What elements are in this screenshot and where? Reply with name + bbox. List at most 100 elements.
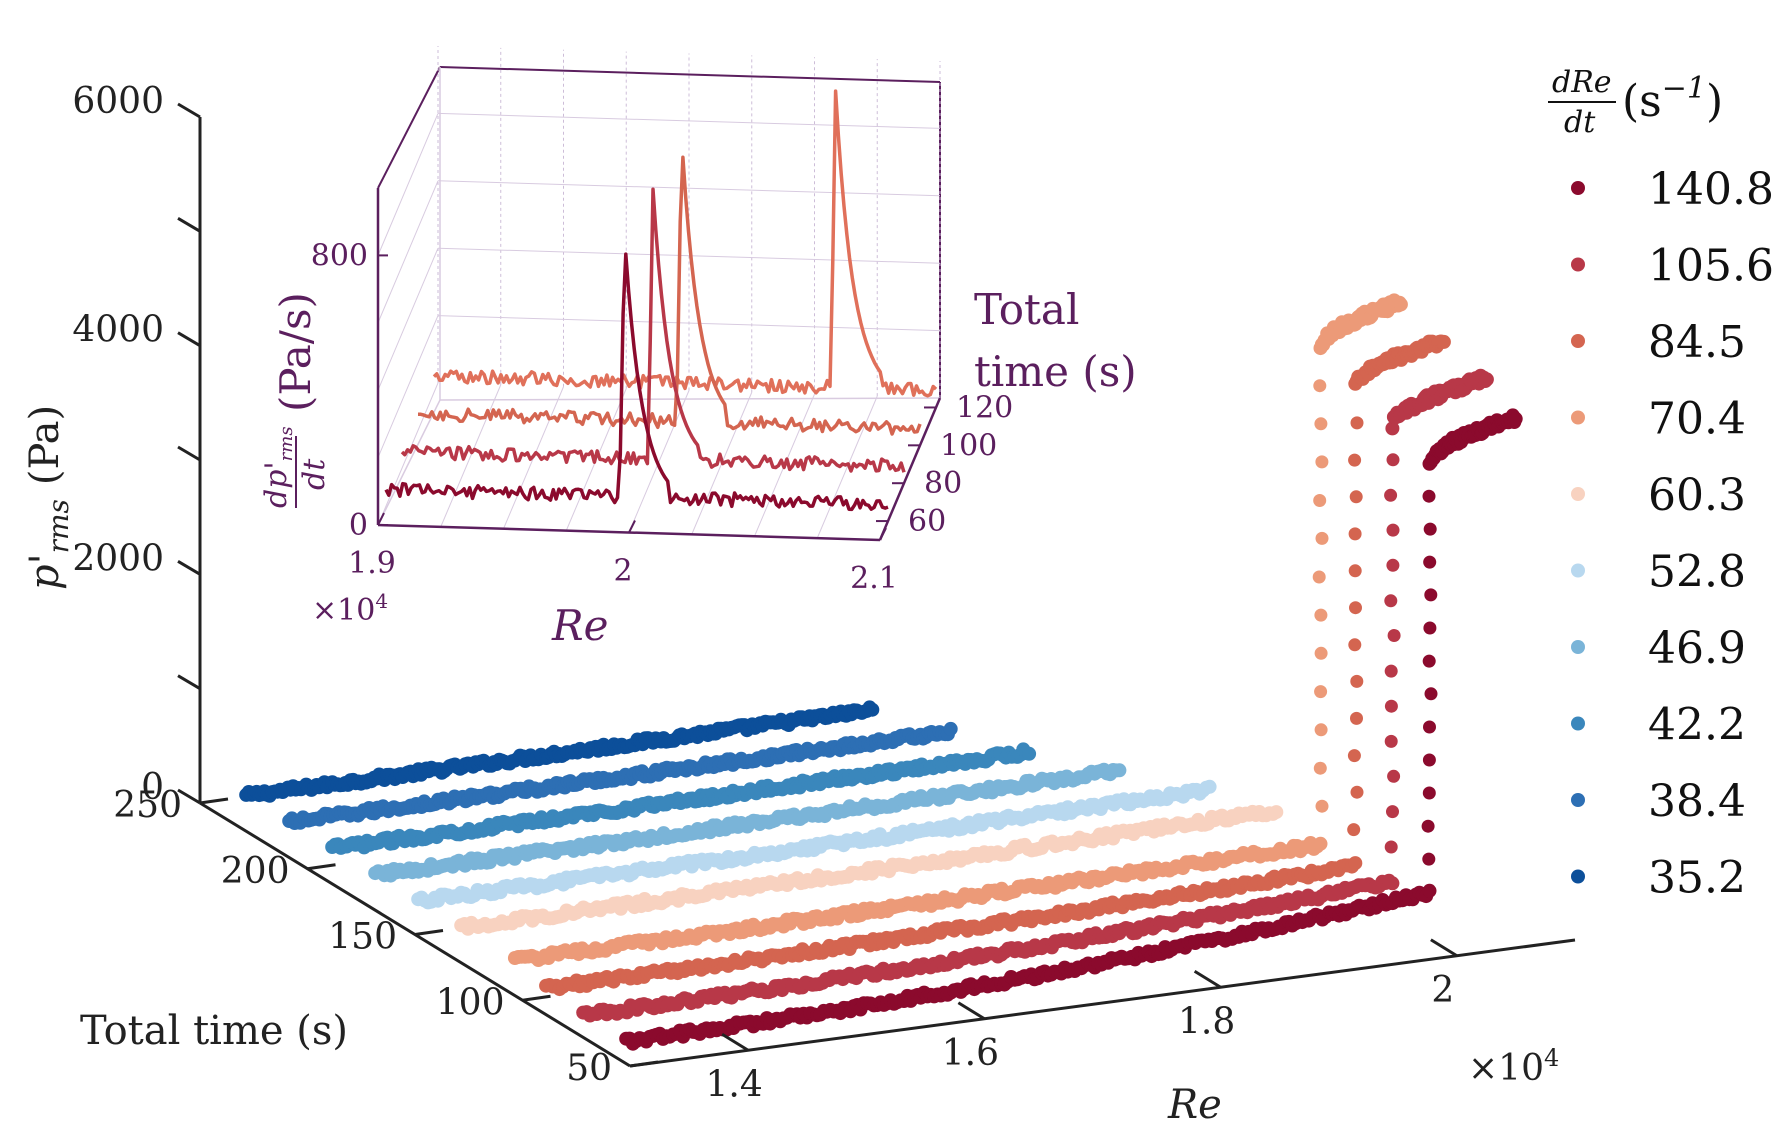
scatter-point [1314,417,1328,431]
scatter-point [1508,411,1523,426]
scatter-point [1315,455,1329,469]
inset-x-tick-label: 2 [613,554,632,589]
svg-text:dp'rms: dp'rms [259,426,297,508]
scatter-point [1423,621,1437,635]
z-tick-mark [177,560,201,576]
scatter-point [1423,555,1437,569]
inset-grid-line [816,395,878,539]
svg-text:p'rms(Pa): p'rms(Pa) [22,405,75,590]
z-tick-mark [177,674,201,690]
inset-z-ticks: 0 800 [311,238,388,543]
inset-grid-line [377,113,439,256]
scatter-point [1350,711,1363,725]
inset-grid-line [628,390,690,533]
scatter-point [1422,786,1436,800]
scatter-point [1436,334,1451,349]
z-tick-mark [177,788,201,805]
y-tick-mark [199,797,229,805]
series-60.3 [454,804,1284,936]
x-tick-label: 2 [1431,970,1454,1011]
scatter-point [1348,527,1362,541]
z-axis-label: p'rms(Pa) [22,405,75,590]
inset-grid-line [437,247,941,264]
legend-label: 140.8 [1648,164,1774,215]
inset-z-tick-label: 0 [349,508,368,543]
legend-marker-105.6 [1571,257,1585,272]
x-ticks: 1.4 1.6 1.8 2 [705,938,1458,1105]
legend-entries: 140.8 105.6 84.5 70.4 60.3 52.8 46.9 42.2 38.4 35… [1571,164,1774,904]
scatter-point [1423,720,1436,734]
legend-label: 70.4 [1648,394,1746,445]
scatter-point [1386,523,1400,537]
series-35.2 [239,700,880,803]
legend: dRe dt (s−1) 140.8 105.6 84.5 70.4 60.3 52.8 4… [1548,65,1774,904]
inset-z-tick-label: 800 [311,238,368,273]
series-46.9 [368,762,1127,883]
inset-x-axis-label: Re [551,601,608,650]
legend-label: 42.2 [1648,700,1746,751]
inset-y-axis-line [878,397,942,541]
scatter-point [1313,494,1327,507]
scatter-point [1387,769,1401,783]
z-tick-mark [177,331,201,347]
legend-marker-38.4 [1571,793,1585,807]
svg-text:dRe: dRe [1552,65,1612,100]
y-tick-label: 150 [328,917,397,958]
scatter-point [1424,588,1438,602]
x-tick-mark [1193,969,1222,989]
series-105.6 [576,368,1494,1023]
scatter-point [1348,564,1362,578]
scatter-point [1313,379,1327,393]
inset-y-tick-label: 80 [924,466,962,501]
scatter-point [1348,453,1362,467]
legend-label: 60.3 [1648,470,1746,521]
scatter-point [865,702,880,717]
series-84.5 [539,334,1451,997]
legend-marker-35.2 [1571,869,1585,884]
scatter-point [1387,629,1401,642]
scatter-point [1384,734,1398,748]
scatter-point [1386,453,1400,467]
x-tick-label: 1.4 [705,1064,762,1105]
scatter-point [1315,799,1329,813]
y-tick-mark [307,863,336,871]
scatter-point [1347,749,1361,763]
z-tick-mark [177,102,201,119]
legend-marker-70.4 [1571,410,1585,425]
svg-text:dt: dt [1564,105,1596,140]
scatter-point [1315,531,1329,545]
scatter-point [1424,687,1438,701]
inset-x-ticks: 1.9 2 2.1 [348,512,898,596]
inset-grid-line [377,315,439,458]
series-140.8 [619,408,1523,1051]
scatter-point [1384,488,1398,502]
inset-grid-line [377,248,439,391]
scatter-point [1422,753,1436,767]
inset-y-tick-label: 100 [940,428,997,463]
z-tick-mark [177,445,201,462]
inset-grid-line [437,180,941,197]
inset-grid-line [437,315,941,332]
scatter-point [1423,522,1437,536]
x-axis-label: Re [1167,1082,1222,1128]
scatter-point [1393,297,1408,312]
inset-y-axis-label-line1: Total [974,285,1079,334]
inset-x-tick-label: 1.9 [348,546,396,581]
inset-line-84.5 [418,155,922,436]
scatter-point [1385,421,1400,436]
scatter-point [1313,761,1327,775]
scatter-point [1349,601,1362,615]
scatter-point [1386,805,1399,819]
legend-label: 84.5 [1648,317,1746,368]
scatter-point [1385,876,1400,891]
scatter-point [1347,823,1361,837]
legend-marker-46.9 [1571,640,1585,654]
scatter-point [1384,594,1398,608]
inset-grid-line [437,112,941,129]
legend-title: dRe dt (s−1) [1548,65,1723,140]
scatter-point [1386,558,1400,572]
inset-grid-line [377,382,439,526]
inset-x-tick-mark [377,512,385,526]
legend-marker-42.2 [1571,716,1585,731]
